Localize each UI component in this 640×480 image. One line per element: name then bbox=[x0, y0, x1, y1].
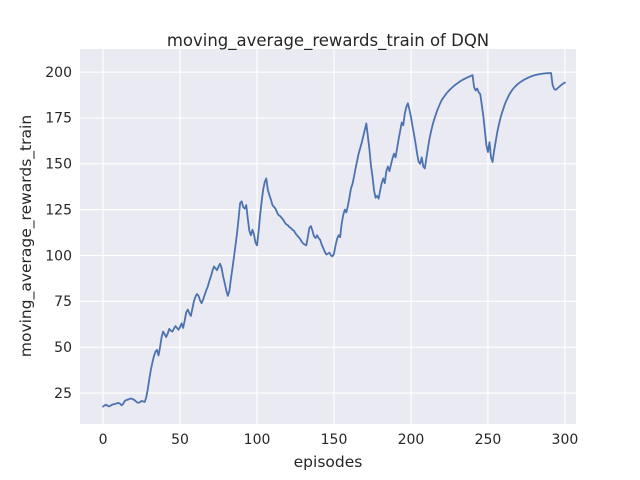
reward-series-line bbox=[102, 72, 566, 408]
x-axis-label: episodes bbox=[294, 453, 363, 471]
x-tick-label: 250 bbox=[475, 432, 502, 448]
plot-background bbox=[80, 49, 576, 424]
x-tick-label: 200 bbox=[398, 432, 425, 448]
x-tick-label: 100 bbox=[244, 432, 271, 448]
y-tick-label: 100 bbox=[45, 248, 72, 264]
y-tick-label: 25 bbox=[54, 386, 72, 402]
y-tick-label: 75 bbox=[54, 294, 72, 310]
y-tick-label: 200 bbox=[45, 65, 72, 81]
y-tick-label: 50 bbox=[54, 340, 72, 356]
tick-labels: 0 50 100 150 200 250 300 25 50 75 100 125 150 175 200 bbox=[45, 65, 578, 448]
gridlines bbox=[80, 49, 576, 424]
y-axis-label: moving_average_rewards_train bbox=[17, 115, 36, 357]
y-tick-label: 175 bbox=[45, 111, 72, 127]
x-tick-label: 50 bbox=[171, 432, 189, 448]
x-tick-label: 0 bbox=[99, 432, 108, 448]
x-tick-label: 300 bbox=[552, 432, 579, 448]
y-tick-label: 150 bbox=[45, 157, 72, 173]
y-tick-label: 125 bbox=[45, 202, 72, 218]
chart-title: moving_average_rewards_train of DQN bbox=[167, 31, 489, 51]
x-tick-label: 150 bbox=[321, 432, 348, 448]
